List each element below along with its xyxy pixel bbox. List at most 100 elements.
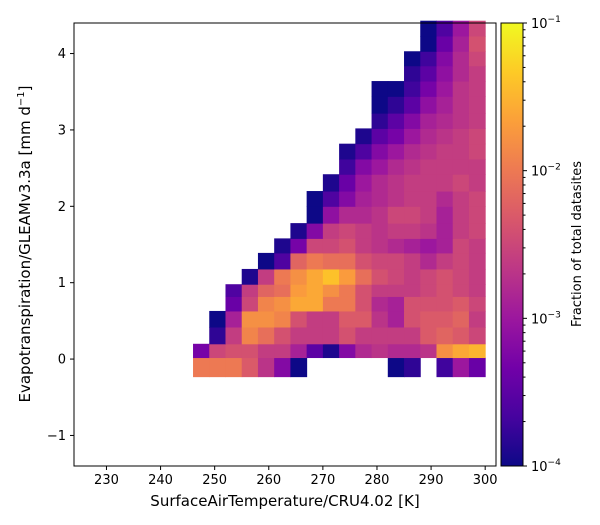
heatmap-cell — [290, 223, 308, 239]
heatmap-cell — [404, 284, 421, 297]
heatmap-cell — [209, 343, 226, 359]
heatmap-cell — [468, 113, 486, 129]
heatmap-cell — [420, 20, 437, 37]
heatmap-cell — [371, 143, 389, 160]
heatmap-cell — [452, 357, 470, 378]
heatmap-cell — [404, 252, 421, 270]
heatmap-cell — [404, 143, 421, 160]
heatmap-cell — [420, 174, 437, 192]
heatmap-cell — [468, 191, 486, 207]
heatmap-cell — [420, 51, 437, 67]
heatmap-cell — [355, 191, 373, 207]
y-tick-label: −1 — [47, 429, 66, 444]
heatmap-cell — [371, 113, 389, 129]
heatmap-cell — [355, 143, 373, 160]
heatmap-cell — [322, 284, 340, 297]
heatmap-cell — [420, 268, 437, 285]
heatmap-cell — [452, 81, 470, 97]
heatmap-cell — [387, 191, 405, 207]
heatmap-cell — [225, 284, 243, 297]
heatmap-cell — [468, 343, 486, 359]
heatmap-cell — [452, 326, 470, 345]
heatmap-cell — [387, 96, 405, 114]
heatmap-cell — [404, 113, 421, 129]
heatmap-cell — [339, 343, 356, 359]
heatmap-cell — [420, 326, 437, 345]
heatmap-cell — [306, 252, 324, 270]
heatmap-cell — [274, 252, 291, 270]
heatmap-cell — [452, 128, 470, 145]
heatmap-cell — [306, 206, 324, 224]
heatmap-cell — [436, 174, 454, 192]
heatmap-cell — [355, 326, 373, 345]
heatmap-cell — [339, 310, 356, 328]
colorbar-tick-label: 10−4 — [531, 458, 561, 475]
heatmap-cell — [420, 96, 437, 114]
heatmap-cell — [436, 20, 454, 37]
heatmap-cell — [371, 310, 389, 328]
heatmap-cell — [436, 326, 454, 345]
heatmap-cell — [322, 326, 340, 345]
heatmap-cell — [355, 310, 373, 328]
heatmap-cell — [452, 238, 470, 254]
heatmap-cell — [420, 158, 437, 175]
heatmap-cells — [193, 20, 486, 378]
heatmap-cell — [420, 113, 437, 129]
heatmap-cell — [371, 296, 389, 312]
heatmap-cell — [436, 206, 454, 224]
heatmap-cell — [257, 268, 275, 285]
heatmap-cell — [339, 326, 356, 345]
heatmap-cell — [306, 343, 324, 359]
heatmap-cell — [468, 296, 486, 312]
y-axis-title-main: Evapotranspiration/GLEAMv3.3a [mm d — [16, 106, 34, 402]
heatmap-cell — [257, 296, 275, 312]
heatmap-cell — [387, 343, 405, 359]
heatmap-cell — [404, 223, 421, 239]
heatmap-cell — [371, 158, 389, 175]
heatmap-cell — [322, 174, 340, 192]
heatmap-cell — [225, 310, 243, 328]
heatmap-cell — [436, 191, 454, 207]
x-tick-label: 300 — [473, 473, 498, 488]
heatmap-cell — [387, 296, 405, 312]
heatmap-cell — [452, 143, 470, 160]
heatmap-cell — [322, 268, 340, 285]
heatmap-cell — [452, 252, 470, 270]
heatmap-cell — [404, 65, 421, 82]
heatmap-cell — [468, 20, 486, 37]
heatmap-cell — [371, 343, 389, 359]
heatmap-cell — [257, 310, 275, 328]
heatmap-cell — [452, 191, 470, 207]
heatmap-cell — [193, 343, 210, 359]
heatmap-cell — [452, 343, 470, 359]
heatmap-cell — [241, 343, 259, 359]
heatmap-cell — [290, 268, 308, 285]
heatmap-cell — [420, 191, 437, 207]
heatmap-cell — [339, 174, 356, 192]
heatmap-cell — [339, 206, 356, 224]
heatmap-cell — [436, 268, 454, 285]
heatmap-cell — [420, 284, 437, 297]
heatmap-cell — [290, 252, 308, 270]
y-axis-title-sup: −1 — [16, 91, 27, 106]
heatmap-cell — [452, 158, 470, 175]
heatmap-cell — [420, 252, 437, 270]
heatmap-cell — [468, 65, 486, 82]
heatmap-cell — [306, 238, 324, 254]
heatmap-cell — [468, 238, 486, 254]
heatmap-cell — [355, 174, 373, 192]
heatmap-cell — [274, 310, 291, 328]
heatmap-cell — [468, 223, 486, 239]
heatmap-cell — [322, 191, 340, 207]
heatmap-cell — [257, 252, 275, 270]
heatmap-cell — [468, 174, 486, 192]
heatmap-cell — [371, 252, 389, 270]
heatmap-cell — [371, 191, 389, 207]
heatmap-cell — [452, 310, 470, 328]
heatmap-cell — [274, 268, 291, 285]
x-tick-label: 230 — [94, 473, 119, 488]
y-tick-label: 1 — [58, 276, 66, 291]
heatmap-cell — [468, 252, 486, 270]
colorbar-title: Fraction of total datasites — [570, 161, 585, 327]
heatmap-cell — [371, 223, 389, 239]
